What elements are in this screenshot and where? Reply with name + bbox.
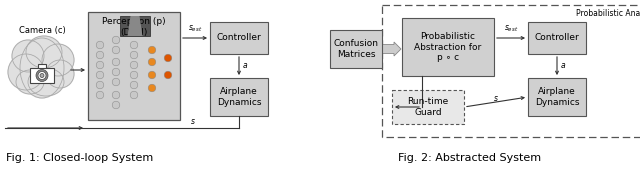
Circle shape	[148, 71, 156, 79]
Text: (DNN): (DNN)	[120, 27, 148, 37]
Bar	[382, 5, 640, 137]
Circle shape	[148, 58, 156, 66]
Ellipse shape	[8, 54, 44, 90]
Circle shape	[112, 101, 120, 109]
Bar	[528, 22, 586, 54]
Text: Run-time
Guard: Run-time Guard	[408, 97, 449, 117]
Text: $a$: $a$	[242, 61, 248, 70]
Ellipse shape	[28, 68, 64, 96]
Text: Probabilistic Analysis: Probabilistic Analysis	[576, 9, 640, 18]
Polygon shape	[127, 16, 143, 36]
Circle shape	[164, 54, 172, 62]
Text: Airplane
Dynamics: Airplane Dynamics	[217, 87, 261, 107]
Circle shape	[40, 73, 44, 77]
Circle shape	[112, 36, 120, 44]
Circle shape	[130, 51, 138, 59]
Circle shape	[112, 91, 120, 99]
Text: Fig. 1: Closed-loop System: Fig. 1: Closed-loop System	[6, 153, 154, 163]
Bar	[528, 78, 586, 116]
Circle shape	[96, 71, 104, 79]
Ellipse shape	[12, 40, 44, 72]
Bar	[210, 22, 268, 54]
Bar	[120, 16, 150, 36]
Text: $s_{est}$: $s_{est}$	[188, 23, 202, 34]
Text: Airplane
Dynamics: Airplane Dynamics	[535, 87, 579, 107]
Circle shape	[130, 91, 138, 99]
Bar	[392, 90, 464, 124]
Text: Controller: Controller	[534, 34, 579, 42]
Bar	[38, 64, 46, 68]
Text: Camera (c): Camera (c)	[19, 26, 65, 34]
Text: Probabilistic
Abstraction for
p ∘ c: Probabilistic Abstraction for p ∘ c	[414, 32, 482, 62]
Circle shape	[96, 81, 104, 89]
Bar	[210, 78, 268, 116]
Circle shape	[164, 71, 172, 79]
Circle shape	[130, 81, 138, 89]
Circle shape	[96, 41, 104, 49]
Circle shape	[112, 68, 120, 76]
Text: Controller: Controller	[216, 34, 261, 42]
Circle shape	[112, 78, 120, 86]
FancyArrow shape	[382, 42, 401, 56]
Text: Confusion
Matrices: Confusion Matrices	[333, 39, 378, 59]
Text: $s_{est}$: $s_{est}$	[504, 23, 518, 34]
Circle shape	[96, 51, 104, 59]
Bar	[30, 68, 54, 83]
Ellipse shape	[46, 60, 74, 88]
Circle shape	[130, 71, 138, 79]
Bar	[88, 12, 180, 120]
Circle shape	[130, 41, 138, 49]
Text: $s$: $s$	[190, 117, 196, 126]
Circle shape	[36, 69, 48, 81]
Circle shape	[148, 84, 156, 92]
Text: $s$: $s$	[493, 94, 499, 103]
Text: Fig. 2: Abstracted System: Fig. 2: Abstracted System	[399, 153, 541, 163]
Ellipse shape	[42, 44, 74, 76]
Bar	[402, 18, 494, 76]
Text: $a$: $a$	[560, 61, 566, 70]
Circle shape	[96, 91, 104, 99]
Circle shape	[38, 72, 46, 80]
Ellipse shape	[20, 38, 64, 98]
Bar	[330, 30, 382, 68]
Circle shape	[148, 46, 156, 54]
Circle shape	[96, 61, 104, 69]
Circle shape	[112, 58, 120, 66]
Circle shape	[130, 61, 138, 69]
Ellipse shape	[16, 70, 44, 94]
Ellipse shape	[26, 36, 62, 68]
Circle shape	[112, 46, 120, 54]
Text: Perception (p): Perception (p)	[102, 18, 166, 26]
